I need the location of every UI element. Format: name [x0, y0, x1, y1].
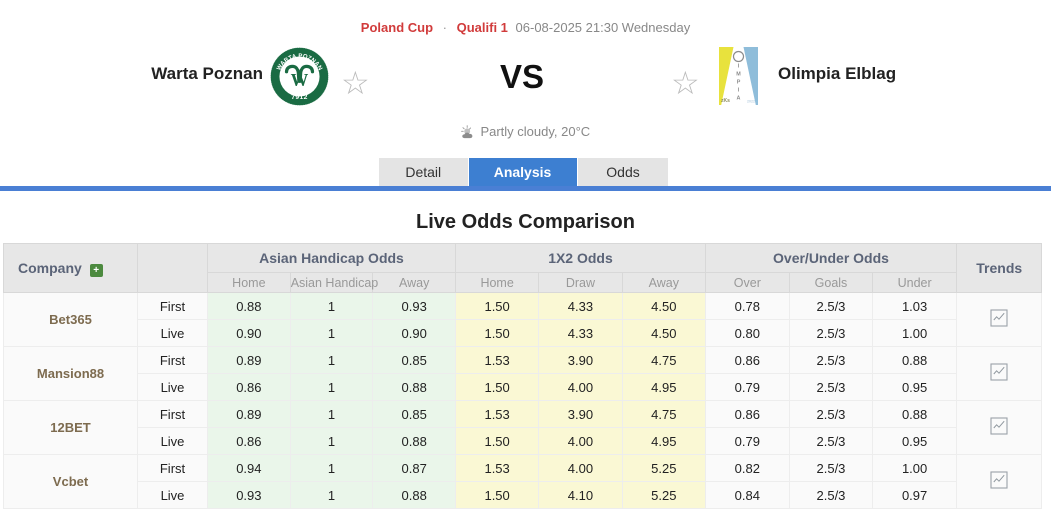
svg-text:zKs: zKs	[721, 98, 730, 104]
svg-text:A: A	[737, 96, 741, 102]
svg-text:2022: 2022	[747, 100, 755, 104]
svg-text:P: P	[737, 80, 741, 86]
svg-text:7912: 7912	[291, 94, 307, 101]
svg-text:W: W	[291, 70, 309, 90]
svg-text:M: M	[736, 72, 741, 78]
